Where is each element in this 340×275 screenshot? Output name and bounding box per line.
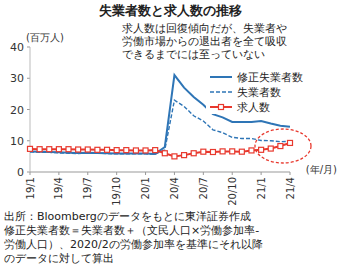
series-marker bbox=[210, 150, 215, 155]
series-marker bbox=[124, 148, 129, 153]
x-tick-label: 21/4 bbox=[285, 177, 296, 199]
legend-marker bbox=[219, 105, 224, 110]
series-marker bbox=[182, 153, 187, 158]
y-tick-label: 30 bbox=[10, 72, 24, 85]
series-marker bbox=[95, 147, 100, 152]
x-tick bbox=[232, 172, 233, 175]
series-marker bbox=[191, 151, 196, 156]
legend-label: 修正失業者数 bbox=[237, 71, 303, 84]
x-tick bbox=[30, 172, 31, 175]
series-line bbox=[30, 143, 290, 156]
footnote: 出所：Bloombergのデータをもとに東洋証券作成 bbox=[4, 210, 251, 223]
legend-label: 求人数 bbox=[237, 101, 270, 114]
x-tick bbox=[174, 172, 175, 175]
y-tick-label: 20 bbox=[10, 104, 24, 117]
series-marker bbox=[201, 149, 206, 154]
x-tick-label: 21/1 bbox=[256, 177, 267, 199]
x-tick-label: 19/7 bbox=[82, 177, 93, 199]
series-marker bbox=[28, 146, 33, 151]
annotation: できるまでには至っていない bbox=[122, 48, 265, 60]
series-marker bbox=[278, 144, 283, 149]
plot-area bbox=[28, 75, 293, 159]
series-line bbox=[30, 75, 290, 154]
x-tick-label: 19/1 bbox=[25, 177, 36, 199]
series-marker bbox=[76, 147, 81, 152]
series-marker bbox=[133, 148, 138, 153]
series-marker bbox=[288, 140, 293, 145]
x-tick bbox=[87, 172, 88, 175]
x-tick-label: 19/4 bbox=[53, 177, 64, 199]
series-marker bbox=[172, 154, 177, 159]
x-tick-label: 19/10 bbox=[111, 177, 122, 206]
chart: 失業者数と求人数の推移 (百万人) 求人数は回復傾向だが、失業者や労働市場からの退出… bbox=[0, 0, 340, 275]
series-marker bbox=[66, 147, 71, 152]
y-tick-label: 40 bbox=[10, 41, 24, 54]
series-marker bbox=[114, 148, 119, 153]
series-marker bbox=[153, 148, 158, 153]
x-tick bbox=[203, 172, 204, 175]
legend-swatch bbox=[210, 91, 232, 92]
x-tick-label: 20/4 bbox=[169, 177, 180, 199]
x-tick bbox=[116, 172, 117, 175]
y-tick-label: 10 bbox=[10, 135, 24, 148]
x-tick-label: 20/10 bbox=[227, 177, 238, 206]
series-marker bbox=[230, 149, 235, 154]
x-tick-label: 20/7 bbox=[198, 177, 209, 199]
series-marker bbox=[105, 147, 110, 152]
legend-swatch bbox=[210, 76, 232, 78]
annotation: 求人数は回復傾向だが、失業者や bbox=[122, 22, 287, 34]
series-marker bbox=[259, 147, 264, 152]
legend-box bbox=[206, 68, 306, 114]
x-tick bbox=[290, 172, 291, 175]
x-axis bbox=[30, 172, 290, 173]
footnote: のデータに対して算出 bbox=[4, 252, 114, 265]
footnote: 修正失業者数＝失業者数＋（文民人口×労働参加率- bbox=[4, 224, 259, 237]
series-marker bbox=[47, 147, 52, 152]
series-marker bbox=[268, 146, 273, 151]
series-line bbox=[30, 100, 290, 154]
series-marker bbox=[239, 149, 244, 154]
x-tick bbox=[145, 172, 146, 175]
x-tick bbox=[58, 172, 59, 175]
x-tick bbox=[261, 172, 262, 175]
y-axis bbox=[30, 47, 31, 172]
highlight-ellipse bbox=[255, 129, 311, 163]
y-axis-label: (百万人) bbox=[26, 32, 64, 43]
series-marker bbox=[162, 151, 167, 156]
annotation: 労働市場からの退出者を全て吸収 bbox=[122, 35, 287, 47]
series-marker bbox=[249, 148, 254, 153]
title: 失業者数と求人数の推移 bbox=[99, 3, 242, 18]
legend-label: 失業者数 bbox=[237, 86, 281, 99]
series-marker bbox=[220, 149, 225, 154]
y-tick-label: 0 bbox=[17, 166, 24, 179]
series-marker bbox=[143, 148, 148, 153]
series-marker bbox=[56, 147, 61, 152]
series-marker bbox=[85, 147, 90, 152]
series-marker bbox=[37, 147, 42, 152]
x-axis-label: (年/月) bbox=[306, 164, 337, 175]
x-tick-label: 20/1 bbox=[140, 177, 151, 199]
footnote: 労働人口）、2020/2の労働参加率を基準にそれ以降 bbox=[4, 238, 263, 251]
